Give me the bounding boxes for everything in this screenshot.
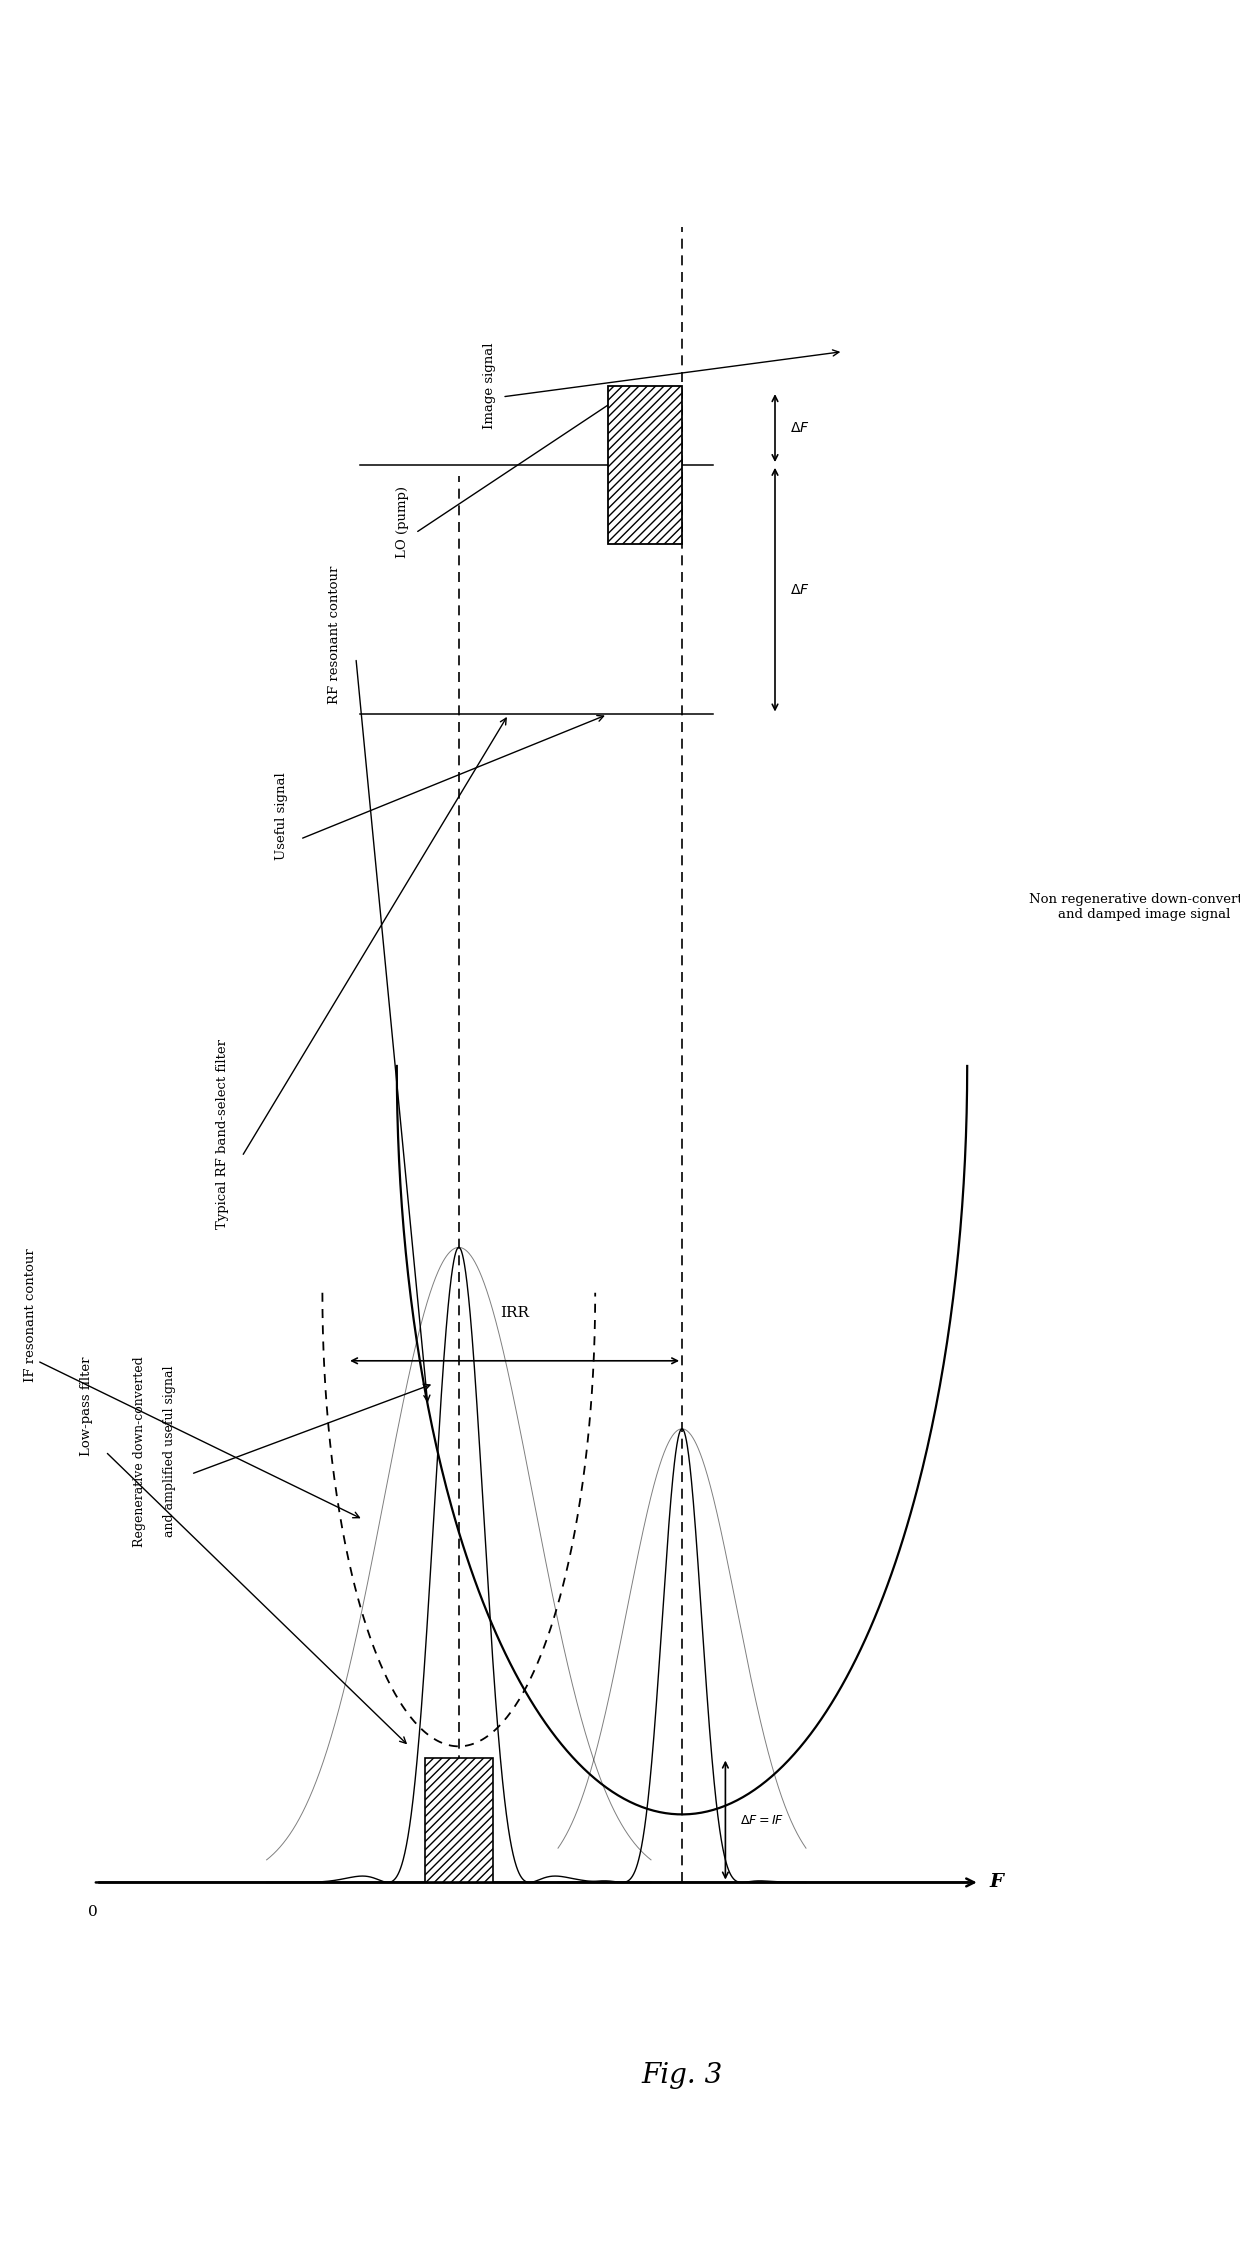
Text: $\Delta F = IF$: $\Delta F = IF$ xyxy=(740,1814,785,1826)
Text: Regenerative down-converted: Regenerative down-converted xyxy=(134,1356,146,1547)
Text: Non regenerative down-converted
and damped image signal: Non regenerative down-converted and damp… xyxy=(1029,894,1240,921)
Text: Low-pass filter: Low-pass filter xyxy=(81,1356,93,1456)
Text: and amplified useful signal: and amplified useful signal xyxy=(164,1365,176,1538)
Text: $\Delta F$: $\Delta F$ xyxy=(790,583,810,596)
Text: $\Delta F$: $\Delta F$ xyxy=(790,422,810,435)
Text: 0: 0 xyxy=(88,1905,98,1919)
Text: Useful signal: Useful signal xyxy=(275,773,288,860)
Text: F: F xyxy=(990,1873,1003,1892)
Text: Image signal: Image signal xyxy=(484,342,496,429)
Text: Fig. 3: Fig. 3 xyxy=(641,2062,723,2089)
Bar xyxy=(608,386,682,544)
Bar xyxy=(424,1758,492,1882)
Text: LO (pump): LO (pump) xyxy=(397,485,409,558)
Text: Typical RF band-select filter: Typical RF band-select filter xyxy=(217,1039,229,1229)
Text: IF resonant contour: IF resonant contour xyxy=(25,1250,37,1381)
Text: RF resonant contour: RF resonant contour xyxy=(329,565,341,705)
Text: IRR: IRR xyxy=(500,1306,529,1320)
